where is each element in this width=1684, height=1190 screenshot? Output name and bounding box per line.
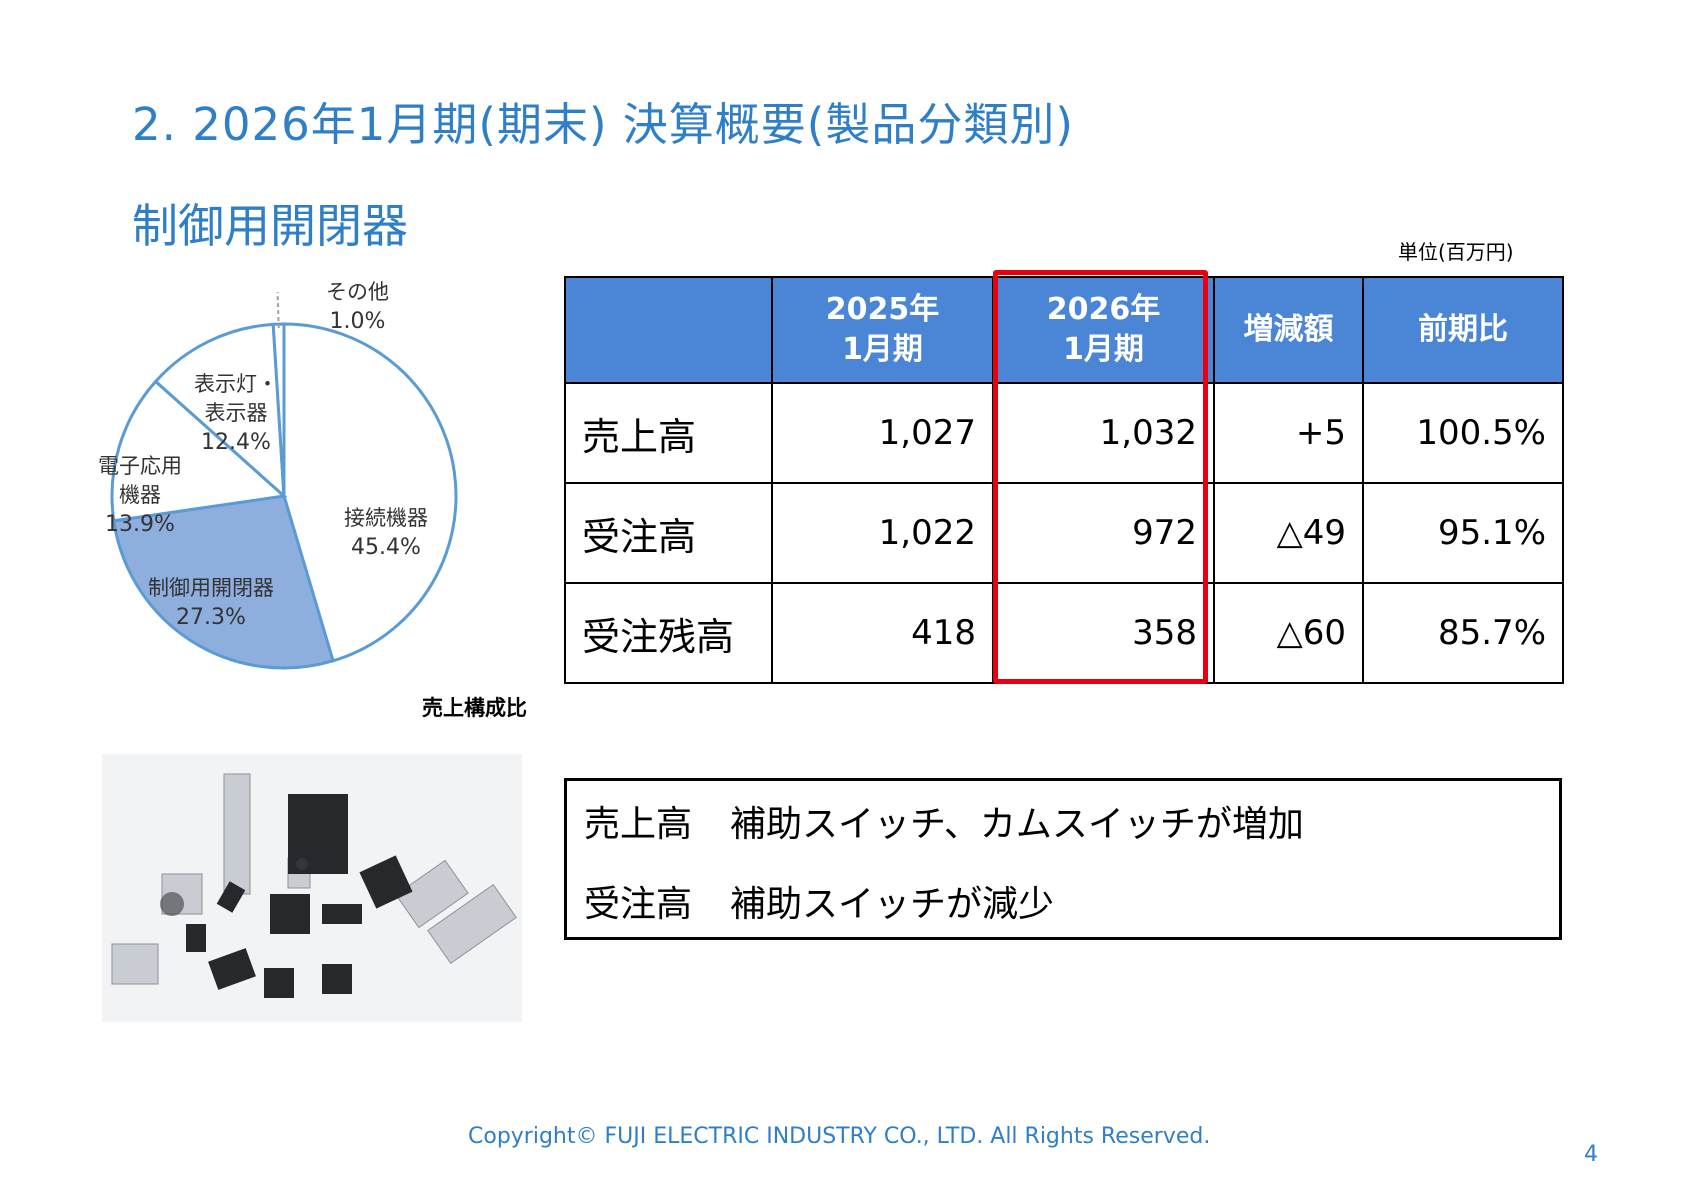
- commentary-box: 売上高 補助スイッチ、カムスイッチが増加 受注高 補助スイッチが減少: [564, 778, 1562, 940]
- pie-svg: [110, 292, 458, 670]
- cell-orders-2026: 972: [992, 482, 1215, 584]
- header-diff: 増減額: [1213, 276, 1364, 384]
- pie-slice-connect: [282, 322, 458, 663]
- header-2026: 2026年 1月期: [992, 276, 1215, 384]
- cell-backlog-ratio: 85.7%: [1362, 582, 1564, 684]
- page-number: 4: [1584, 1142, 1598, 1167]
- pie-label-electronic-name1: 電子応用: [98, 454, 182, 478]
- cell-orders-ratio: 95.1%: [1362, 482, 1564, 584]
- table-header-row: 2025年 1月期 2026年 1月期 増減額 前期比: [564, 276, 1564, 384]
- commentary-line-orders: 受注高 補助スイッチが減少: [584, 875, 1054, 927]
- header-2025-year: 2025年: [825, 292, 940, 327]
- cell-backlog-2025: 418: [771, 582, 994, 684]
- header-blank: [564, 276, 773, 384]
- row-label-sales: 売上高: [564, 382, 773, 484]
- pie-label-other-pct: 1.0%: [329, 309, 386, 334]
- cell-backlog-diff: △60: [1213, 582, 1364, 684]
- pie-label-connect: 接続機器 45.4%: [344, 504, 428, 562]
- pie-label-electronic-name2: 機器: [119, 483, 161, 507]
- header-2025-period: 1月期: [842, 332, 923, 367]
- pie-label-indicator: 表示灯・ 表示器 12.4%: [194, 370, 278, 457]
- table-row: 受注残高 418 358 △60 85.7%: [564, 582, 1564, 684]
- pie-label-electronic-pct: 13.9%: [105, 512, 175, 537]
- chart-caption: 売上構成比: [422, 696, 527, 720]
- pie-label-control-name: 制御用開閉器: [148, 576, 274, 600]
- cell-sales-2025: 1,027: [771, 382, 994, 484]
- pie-slice-indicator: [153, 322, 286, 500]
- header-2026-year: 2026年: [1046, 292, 1161, 327]
- pie-label-indicator-name1: 表示灯・: [194, 372, 278, 396]
- section-subtitle: 制御用開閉器: [132, 199, 408, 253]
- pie-slice-control: [112, 494, 335, 670]
- pie-label-control-pct: 27.3%: [176, 605, 246, 630]
- sales-composition-pie-chart: 接続機器 45.4% 制御用開閉器 27.3% 電子応用 機器 13.9% 表示…: [90, 270, 570, 740]
- row-label-backlog: 受注残高: [564, 582, 773, 684]
- commentary-line-sales: 売上高 補助スイッチ、カムスイッチが増加: [584, 795, 1304, 847]
- table-row: 受注高 1,022 972 △49 95.1%: [564, 482, 1564, 584]
- pie-label-connect-name: 接続機器: [344, 506, 428, 530]
- unit-label: 単位(百万円): [1398, 240, 1514, 264]
- product-photo: [102, 754, 522, 1022]
- table-row: 売上高 1,027 1,032 +5 100.5%: [564, 382, 1564, 484]
- row-label-orders: 受注高: [564, 482, 773, 584]
- commentary-orders-text: 補助スイッチが減少: [730, 884, 1055, 925]
- cell-sales-ratio: 100.5%: [1362, 382, 1564, 484]
- pie-slice-electronic: [110, 379, 288, 523]
- cell-orders-2025: 1,022: [771, 482, 994, 584]
- cell-orders-diff: △49: [1213, 482, 1364, 584]
- cell-sales-2026: 1,032: [992, 382, 1215, 484]
- pie-label-indicator-name2: 表示器: [204, 401, 268, 425]
- pie-label-other: その他 1.0%: [326, 278, 389, 336]
- pie-label-connect-pct: 45.4%: [351, 535, 421, 560]
- commentary-orders-label: 受注高: [584, 884, 693, 925]
- pie-label-electronic: 電子応用 機器 13.9%: [98, 452, 182, 539]
- copyright-footer: Copyright© FUJI ELECTRIC INDUSTRY CO., L…: [468, 1124, 1211, 1149]
- page-title: 2. 2026年1月期(期末) 決算概要(製品分類別): [132, 98, 1074, 151]
- header-2025: 2025年 1月期: [771, 276, 994, 384]
- header-ratio: 前期比: [1362, 276, 1564, 384]
- commentary-sales-text: 補助スイッチ、カムスイッチが増加: [730, 804, 1304, 845]
- pie-label-indicator-pct: 12.4%: [201, 430, 271, 455]
- pie-slice-other: [271, 322, 286, 497]
- header-2026-period: 1月期: [1063, 332, 1144, 367]
- pie-label-control: 制御用開閉器 27.3%: [148, 574, 274, 632]
- pie-label-other-name: その他: [326, 280, 389, 304]
- commentary-sales-label: 売上高: [584, 804, 693, 845]
- cell-sales-diff: +5: [1213, 382, 1364, 484]
- summary-table: 2025年 1月期 2026年 1月期 増減額 前期比 売上高 1,027 1,…: [564, 276, 1564, 684]
- cell-backlog-2026: 358: [992, 582, 1215, 684]
